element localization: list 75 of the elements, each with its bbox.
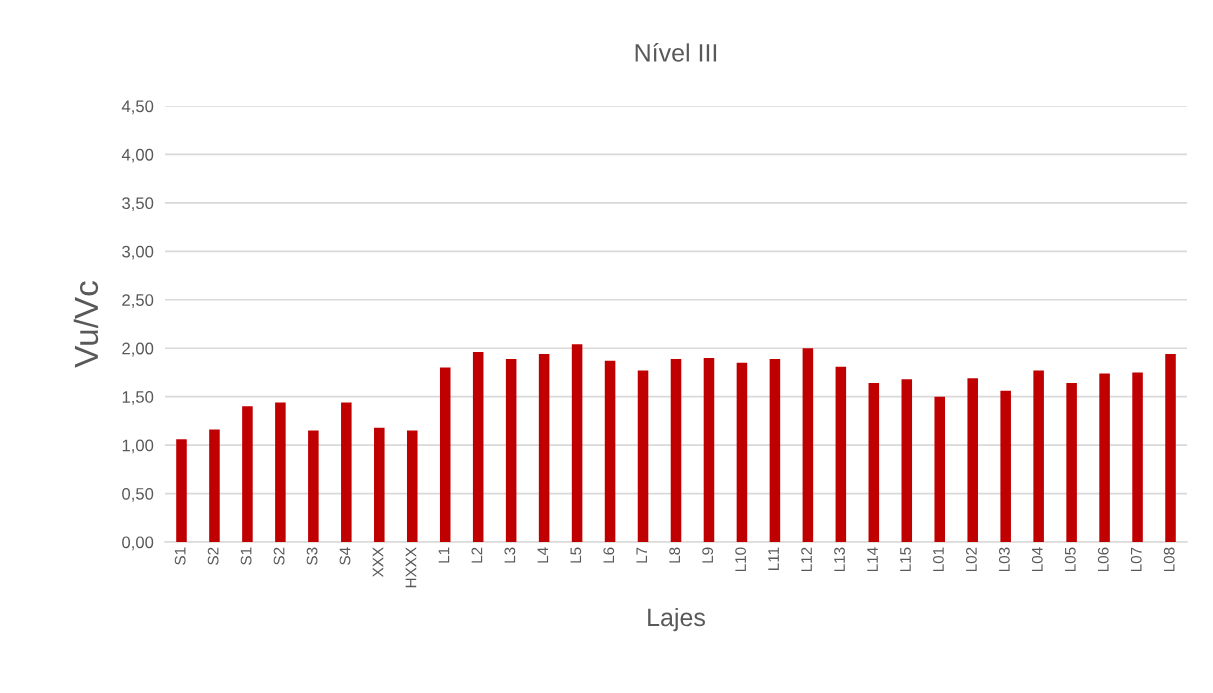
- y-tick-label: 3,50: [122, 197, 154, 212]
- bar: [868, 383, 880, 542]
- x-tick-label: L07: [1130, 547, 1142, 572]
- x-tick-label: S2: [273, 547, 285, 565]
- bar: [802, 348, 814, 542]
- x-tick-label: HXXX: [405, 547, 417, 588]
- x-tick-label: L6: [603, 547, 615, 563]
- x-tick-label: L02: [965, 547, 977, 572]
- bar: [571, 344, 583, 542]
- bar: [275, 402, 286, 542]
- y-tick-label: 1,50: [122, 391, 154, 405]
- x-axis-title: Lajes: [648, 607, 705, 632]
- bar: [967, 378, 978, 542]
- x-tick-label: S4: [339, 547, 351, 565]
- x-tick-label: L2: [471, 547, 483, 563]
- x-tick-label: L13: [834, 547, 845, 572]
- bar: [1000, 390, 1011, 542]
- x-tick-label: S3: [306, 547, 318, 565]
- x-tick-label: L04: [1031, 547, 1043, 572]
- x-tick-label: L15: [900, 547, 911, 572]
- bar: [439, 367, 451, 542]
- bar: [1066, 383, 1077, 542]
- x-tick-label: L06: [1097, 547, 1109, 572]
- x-tick-label: L5: [570, 547, 582, 563]
- bar: [604, 360, 616, 542]
- x-tick-label: XXX: [372, 547, 384, 578]
- bar: [1099, 373, 1110, 542]
- bar: [374, 427, 385, 542]
- bar: [1165, 354, 1176, 542]
- x-tick-label: L1: [438, 547, 450, 563]
- bar: [538, 354, 550, 542]
- x-tick-label: L08: [1163, 547, 1175, 572]
- x-tick-label: S1: [240, 547, 252, 565]
- x-tick-label: L11: [768, 547, 779, 570]
- y-axis-title: Vu/Vc: [73, 281, 99, 368]
- x-tick-label: L10: [735, 547, 747, 572]
- bar: [242, 406, 253, 542]
- bar: [308, 430, 319, 542]
- bar: [637, 370, 649, 542]
- y-tick-label: 2,00: [122, 342, 154, 357]
- bar: [901, 379, 913, 542]
- chart-title: Nível III: [635, 43, 717, 62]
- y-tick-label: 4,50: [121, 100, 154, 115]
- bar: [1033, 370, 1044, 542]
- y-tick-label: 1,00: [122, 439, 154, 454]
- y-tick-label: 4,00: [121, 148, 154, 163]
- bar: [341, 402, 352, 542]
- x-tick-label: L3: [504, 547, 516, 563]
- x-tick-label: L4: [537, 547, 549, 563]
- x-tick-label: L9: [702, 547, 714, 563]
- x-tick-label: S2: [207, 547, 219, 565]
- bar: [670, 358, 682, 542]
- x-tick-label: L05: [1064, 547, 1076, 572]
- x-tick-label: L12: [801, 547, 812, 572]
- x-tick-label: L03: [998, 547, 1010, 572]
- bar: [934, 396, 946, 542]
- x-tick-label: L8: [669, 547, 681, 563]
- y-tick-label: 0,50: [122, 487, 154, 502]
- x-tick-label: L7: [636, 547, 647, 563]
- y-tick-label: 0,00: [122, 536, 154, 551]
- x-tick-label: L14: [867, 547, 878, 572]
- y-tick-label: 2,50: [122, 294, 154, 308]
- bar: [736, 362, 748, 542]
- bar: [1132, 372, 1143, 542]
- x-tick-label: L01: [933, 547, 944, 572]
- bar: [769, 358, 781, 542]
- bar: [835, 366, 847, 542]
- bar: [176, 439, 187, 542]
- y-tick-label: 3,00: [122, 245, 154, 260]
- bar: [472, 352, 484, 542]
- bar: [209, 429, 220, 542]
- bar: [703, 357, 715, 542]
- bar: [406, 430, 418, 542]
- bar: [505, 358, 517, 542]
- x-tick-label: S1: [174, 547, 186, 565]
